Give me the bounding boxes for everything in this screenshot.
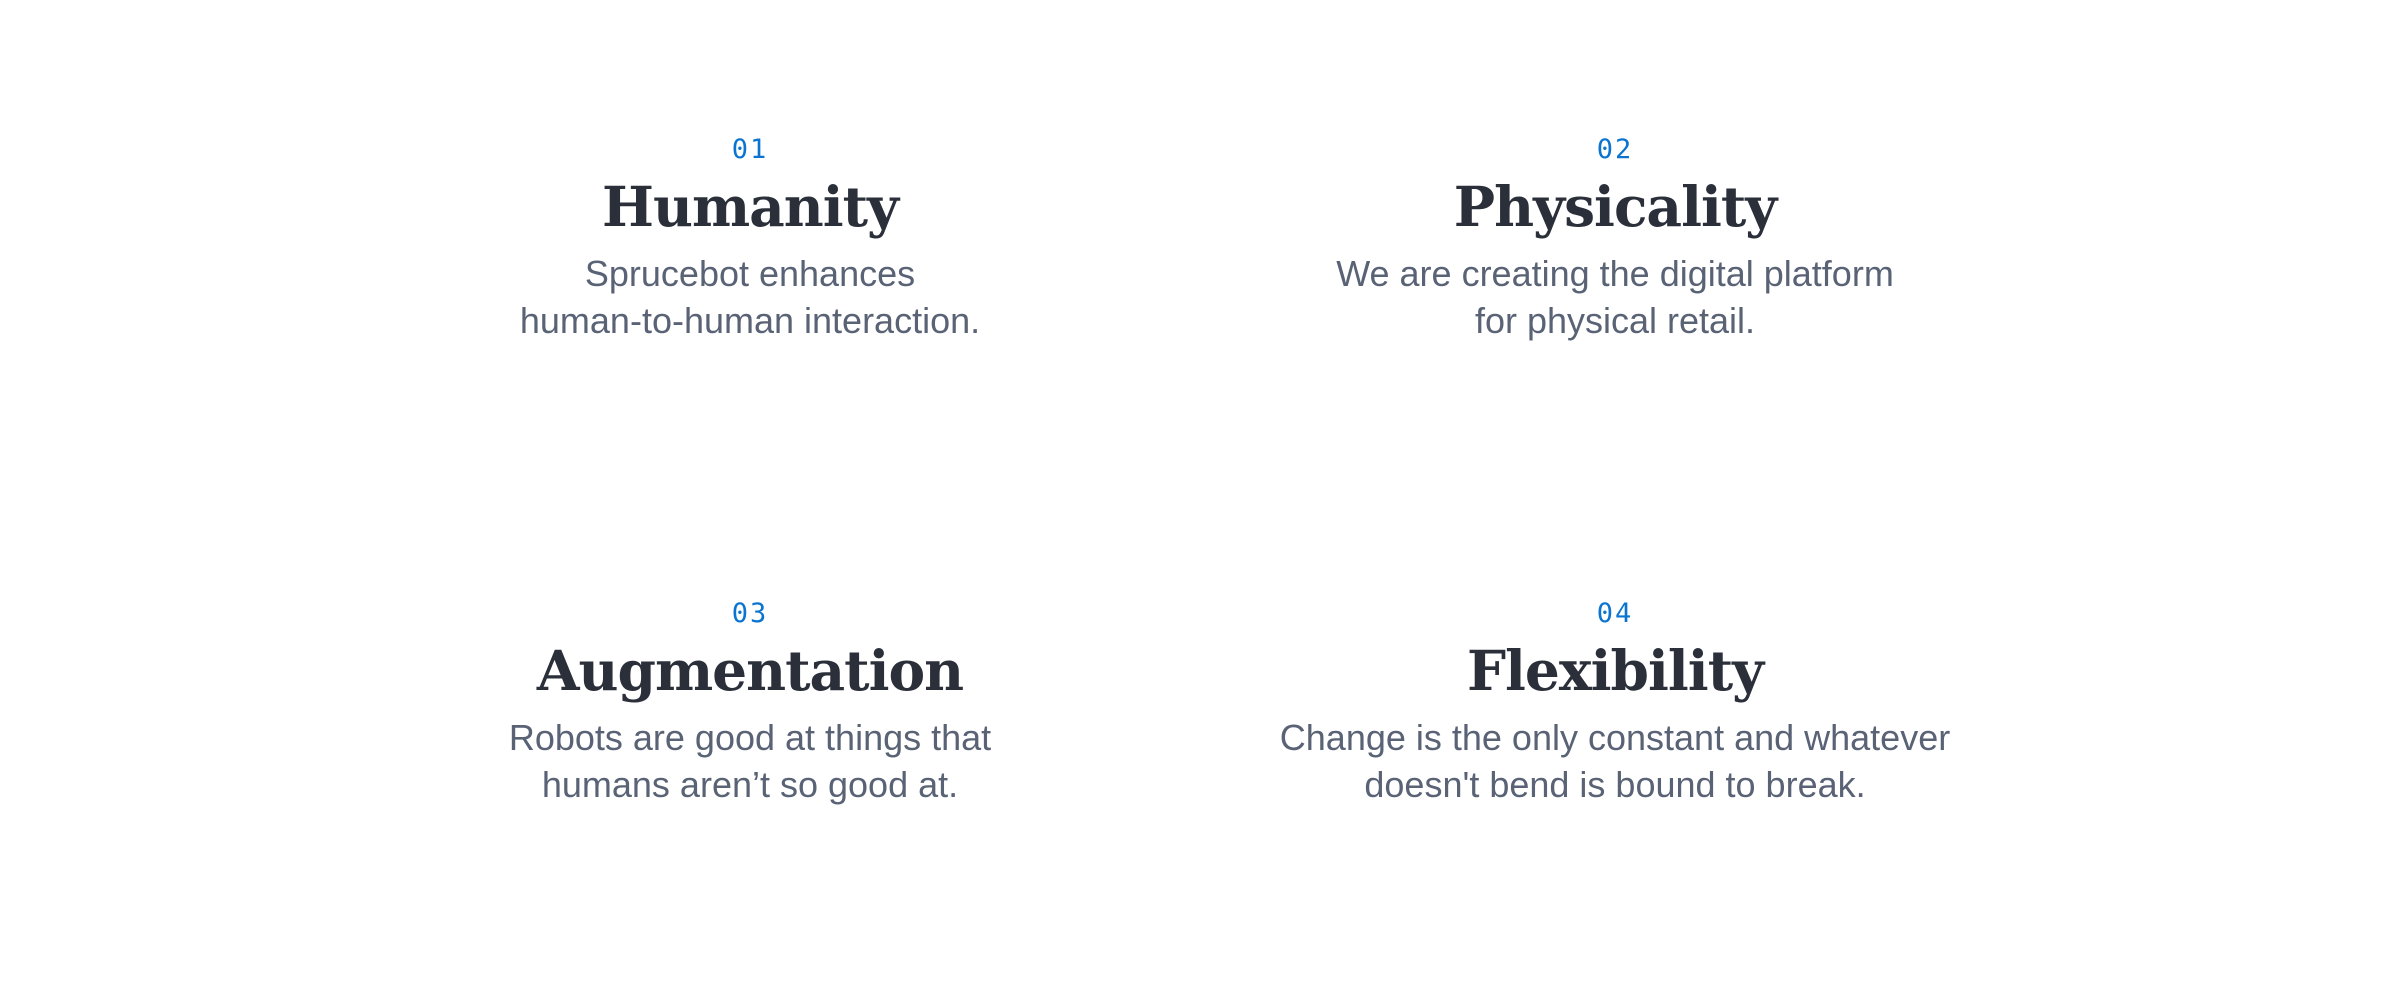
feature-title: Augmentation [536, 638, 964, 703]
feature-number: 01 [731, 134, 769, 165]
feature-description: Change is the only constant and whatever… [1279, 717, 1951, 805]
feature-number: 03 [731, 598, 769, 629]
feature-title: Humanity [601, 174, 899, 239]
feature-title: Physicality [1453, 174, 1777, 239]
feature-number: 04 [1596, 598, 1634, 629]
feature-card-humanity: 01 Humanity Sprucebot enhances human-to-… [350, 132, 1150, 344]
feature-number: 02 [1596, 134, 1634, 165]
feature-card-flexibility: 04 Flexibility Change is the only consta… [1215, 596, 2015, 808]
feature-description: Robots are good at things that humans ar… [508, 717, 992, 805]
feature-description: We are creating the digital platform for… [1336, 253, 1894, 341]
feature-description: Sprucebot enhances human-to-human intera… [519, 253, 981, 341]
feature-title: Flexibility [1466, 638, 1764, 703]
feature-card-physicality: 02 Physicality We are creating the digit… [1215, 132, 2015, 344]
feature-card-augmentation: 03 Augmentation Robots are good at thing… [350, 596, 1150, 808]
